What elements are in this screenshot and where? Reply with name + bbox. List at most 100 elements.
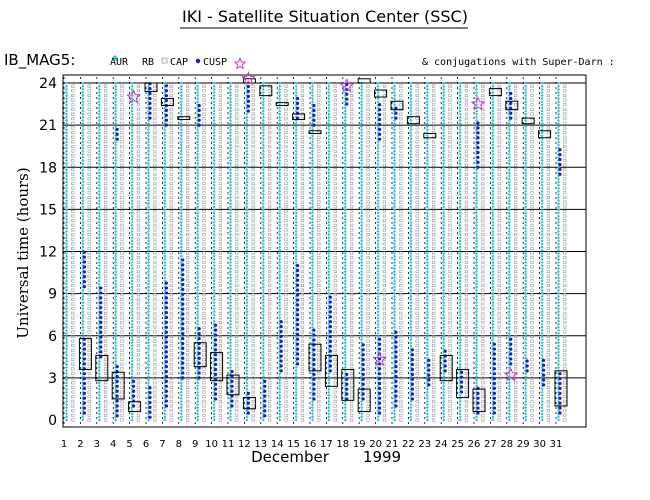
aur-mark: [228, 211, 233, 215]
cap-mark: [136, 121, 141, 125]
x-tick-label: 11: [222, 439, 235, 450]
aur-mark: [228, 301, 233, 305]
aur-mark: [212, 368, 216, 373]
cap-mark: [251, 293, 255, 297]
cap-mark: [267, 195, 272, 199]
aur-mark: [360, 399, 364, 404]
aur-mark: [425, 263, 429, 268]
cap-mark: [186, 163, 190, 167]
aur-mark: [64, 307, 69, 311]
aur-mark: [310, 214, 315, 218]
cap-mark: [251, 265, 255, 269]
aur-mark: [212, 112, 216, 116]
cap-mark: [218, 195, 223, 199]
cap-mark: [366, 307, 370, 311]
cap-mark: [169, 89, 173, 93]
x-tick-label: 1: [61, 439, 67, 450]
aur-mark: [261, 115, 265, 119]
aur-mark: [245, 152, 249, 156]
aur-mark: [245, 285, 249, 289]
cap-mark: [136, 293, 141, 297]
aur-mark: [294, 174, 298, 178]
aur-mark: [376, 211, 380, 215]
cap-mark: [333, 107, 337, 111]
aur-mark: [179, 94, 183, 98]
cap-mark: [186, 205, 190, 209]
aur-mark: [228, 254, 233, 258]
aur-mark: [294, 273, 298, 277]
aur-mark: [425, 387, 429, 391]
aur-mark: [376, 409, 380, 413]
cap-mark: [464, 385, 469, 389]
aur-mark: [474, 220, 479, 224]
aur-mark: [163, 128, 167, 132]
aur-mark: [64, 322, 69, 326]
cap-mark: [136, 270, 141, 274]
cap-mark: [366, 256, 370, 260]
cap-mark: [136, 367, 141, 371]
aur-mark: [212, 189, 216, 194]
cap-mark: [267, 89, 272, 93]
cap-mark: [153, 385, 157, 389]
aur-mark: [228, 115, 233, 119]
cap-mark: [464, 372, 469, 376]
cap-mark: [251, 237, 255, 241]
aur-mark: [409, 331, 413, 336]
aur-mark: [81, 217, 85, 221]
cap-mark: [71, 316, 75, 320]
aur-mark: [228, 97, 233, 101]
aur-mark: [163, 81, 167, 85]
cap-mark: [431, 107, 436, 111]
cap-mark: [497, 348, 501, 352]
cap-mark: [431, 311, 436, 315]
aur-mark: [228, 291, 233, 295]
aur-mark: [64, 415, 69, 419]
aur-mark: [97, 384, 101, 388]
cap-mark: [284, 94, 288, 98]
cap-mark: [317, 362, 321, 366]
aur-mark: [261, 90, 265, 95]
cap-mark: [415, 219, 419, 223]
aur-mark: [130, 171, 134, 175]
cap-mark: [431, 177, 436, 181]
aur-mark: [343, 233, 347, 237]
aur-mark: [261, 189, 265, 194]
aur-mark: [491, 297, 495, 302]
aur-mark: [130, 118, 134, 122]
aur-mark: [409, 229, 413, 234]
cap-mark: [267, 228, 272, 232]
aur-mark: [425, 103, 429, 107]
aur-mark: [245, 236, 249, 240]
cap-mark: [136, 372, 141, 376]
aur-mark: [392, 100, 397, 104]
cap-mark: [120, 418, 124, 422]
aur-mark: [343, 276, 347, 280]
aur-mark: [261, 297, 265, 302]
aur-mark: [491, 186, 495, 190]
cap-mark: [251, 348, 255, 352]
cap-mark: [235, 242, 239, 246]
cap-mark: [399, 214, 403, 218]
aur-mark: [130, 211, 134, 215]
cap-mark: [284, 409, 288, 413]
cap-mark: [317, 145, 321, 149]
cap-mark: [186, 168, 190, 172]
cap-mark: [284, 246, 288, 250]
aur-mark: [179, 192, 183, 197]
cap-mark: [136, 325, 141, 329]
cap-mark: [267, 418, 272, 422]
aur-mark: [64, 282, 69, 286]
cap-mark: [399, 362, 403, 366]
aur-mark: [114, 267, 118, 271]
aur-mark: [491, 236, 495, 240]
aur-mark: [146, 217, 151, 221]
aur-mark: [409, 199, 413, 203]
aur-mark: [392, 223, 397, 227]
cap-mark: [235, 246, 239, 250]
cap-mark: [349, 186, 354, 190]
aur-mark: [81, 121, 85, 126]
aur-mark: [310, 189, 315, 194]
aur-mark: [196, 399, 200, 404]
aur-mark: [425, 202, 429, 206]
cap-mark: [153, 399, 157, 403]
